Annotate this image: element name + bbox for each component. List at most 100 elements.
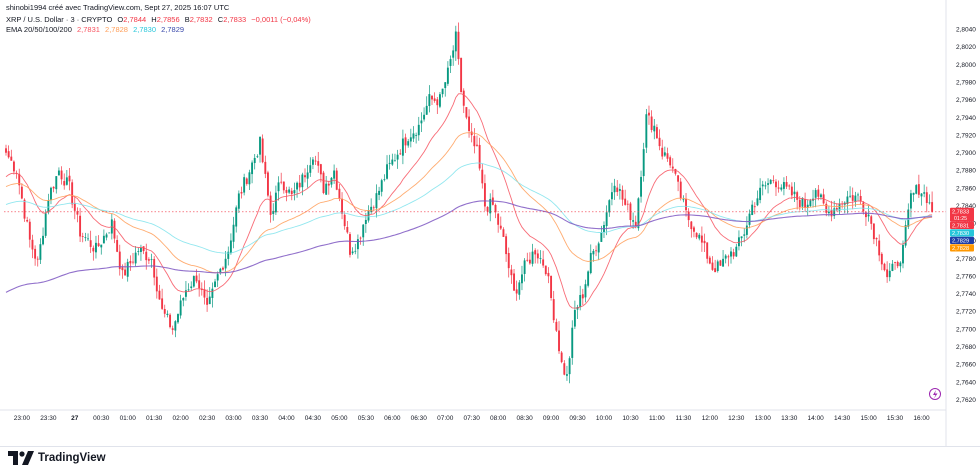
candle-body (356, 239, 359, 250)
candle-body (36, 258, 39, 260)
candle-body (523, 260, 526, 274)
candle-body (820, 194, 822, 198)
candle-body (10, 156, 13, 161)
price-chart[interactable]: 2,8040 2,8020 2,8000 2,7980 2,7960 2,7940 2,79… (0, 0, 980, 446)
price-badge-label: 2,7830 (952, 231, 969, 237)
candle-body (129, 261, 132, 264)
candle-body (830, 209, 833, 217)
tradingview-logo[interactable]: TradingView (8, 451, 106, 465)
candle-body (121, 267, 124, 271)
price-tick-label: 2,7980 (956, 79, 976, 86)
candle-body (846, 196, 849, 204)
candle-body (203, 289, 206, 298)
candle-body (902, 244, 904, 264)
candle-body (192, 276, 195, 287)
candle-body (669, 157, 672, 166)
candle-body (589, 252, 592, 274)
price-badge (950, 229, 974, 237)
candle-body (417, 124, 420, 136)
price-tick-label: 2,7840 (956, 203, 976, 210)
candle-body (219, 268, 222, 273)
candle-body (277, 182, 280, 192)
candle-body (50, 187, 52, 200)
candle-body (679, 181, 682, 199)
time-tick-label: 23:00 (14, 415, 31, 422)
candle-body (446, 67, 449, 84)
candle-body (153, 259, 156, 278)
candle-body (521, 274, 523, 284)
candle-body (835, 208, 838, 211)
candle-body (923, 192, 926, 194)
candle-body (179, 300, 182, 316)
brand-name: TradingView (38, 452, 106, 464)
candle-body (756, 198, 759, 206)
candle-body (759, 187, 762, 201)
candle-body (767, 183, 769, 185)
time-tick-label: 09:00 (543, 415, 560, 422)
candle-body (695, 232, 698, 238)
candle-body (441, 88, 444, 95)
close-value: 2,7833 (223, 15, 247, 24)
candle-body (404, 137, 407, 146)
candle-body (182, 298, 185, 301)
candle-body (753, 206, 756, 208)
candle-body (507, 252, 510, 269)
candle-body (867, 214, 870, 217)
candle-body (237, 193, 240, 209)
candle-body (102, 235, 105, 244)
candle-body (100, 244, 103, 248)
time-tick-label: 07:30 (464, 415, 481, 422)
candle-body (483, 183, 486, 207)
candle-body (171, 328, 174, 330)
candle-body (425, 105, 428, 115)
candle-body (732, 252, 735, 257)
price-tick-label: 2,7760 (956, 273, 976, 280)
candle-body (711, 262, 714, 270)
candle-body (655, 127, 658, 139)
time-tick-label: 15:30 (887, 415, 904, 422)
tradingview-logo-icon (8, 451, 34, 465)
candle-body (301, 174, 304, 188)
candle-body (547, 272, 550, 277)
candle-body (534, 250, 537, 255)
candle-body (566, 374, 568, 376)
candle-body (804, 199, 807, 208)
price-tick-label: 2,7900 (956, 150, 976, 157)
candle-body (433, 98, 436, 101)
price-badge (950, 236, 974, 244)
candle-body (362, 224, 365, 238)
ema100-line (5, 162, 933, 254)
candle-body (597, 243, 600, 253)
candle-body (915, 185, 918, 194)
candle-body (790, 186, 793, 196)
candle-body (857, 194, 859, 196)
candle-body (118, 251, 121, 269)
candle-body (409, 137, 412, 142)
candle-body (796, 192, 799, 200)
candle-body (31, 239, 34, 250)
candle-body (637, 198, 640, 229)
candle-body (618, 188, 621, 191)
candle-body (788, 185, 791, 187)
candle-body (92, 247, 95, 252)
candle-body (528, 259, 531, 264)
candle-body (195, 275, 198, 282)
candle-body (769, 179, 772, 184)
time-tick-label: 06:00 (384, 415, 401, 422)
candle-body (343, 214, 346, 227)
candle-body (661, 147, 664, 157)
candle-body (838, 203, 841, 211)
candle-body (415, 135, 418, 136)
candle-body (341, 198, 343, 214)
candle-body (272, 210, 275, 214)
candle-body (386, 164, 388, 179)
candle-body (314, 160, 317, 162)
candle-body (542, 259, 545, 266)
candle-body (174, 321, 177, 331)
time-tick-label: 00:30 (93, 415, 110, 422)
candle-body (640, 176, 642, 197)
candle-body (605, 212, 608, 227)
candle-body (55, 176, 58, 190)
candle-body (571, 327, 574, 358)
